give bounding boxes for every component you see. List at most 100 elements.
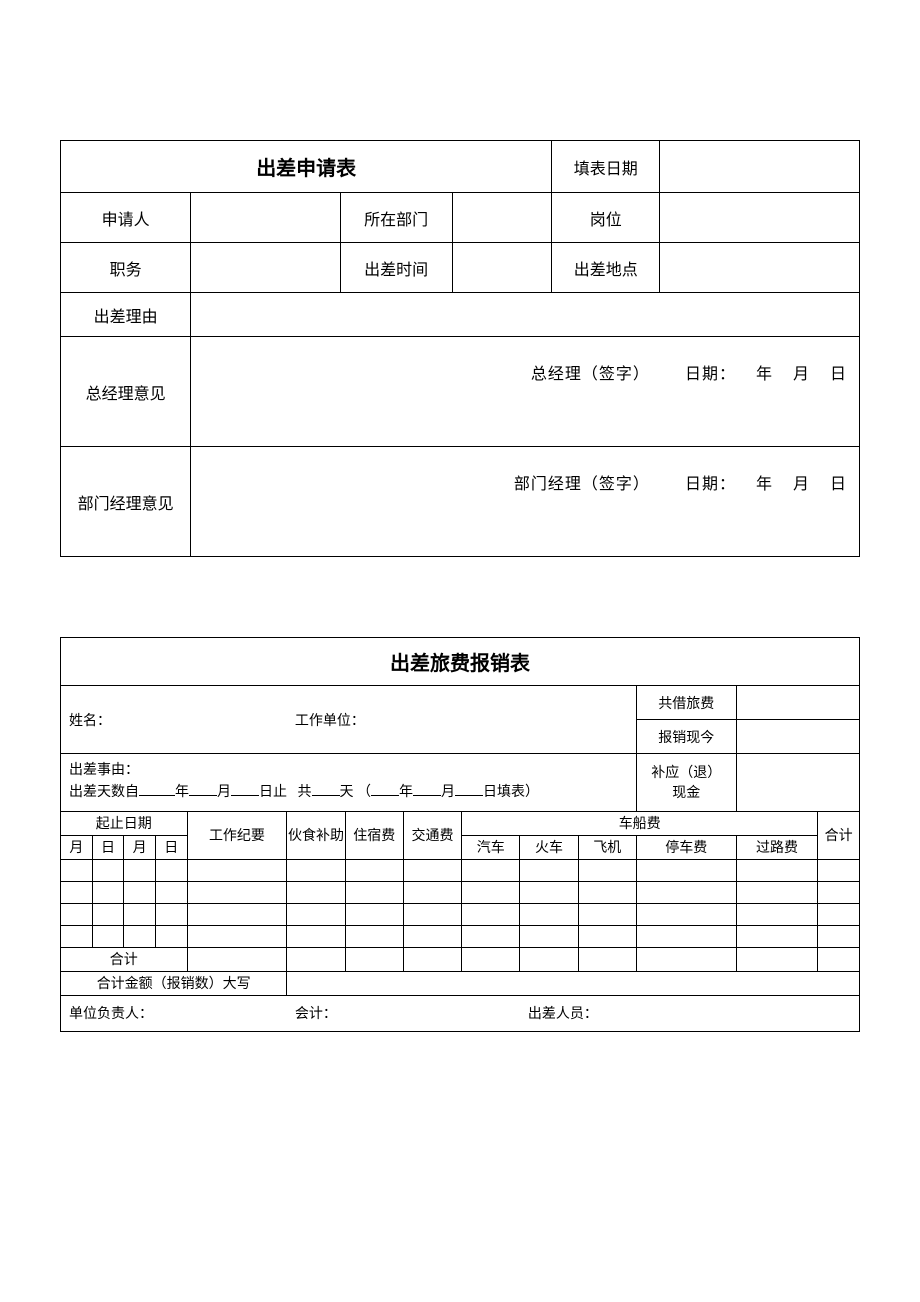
position-value[interactable]: [660, 193, 860, 243]
table-cell[interactable]: [92, 903, 124, 925]
table-cell[interactable]: [818, 903, 860, 925]
table-cell[interactable]: [736, 859, 818, 881]
table-cell[interactable]: [818, 881, 860, 903]
table-cell[interactable]: [92, 925, 124, 947]
hdr-date-range: 起止日期: [61, 811, 188, 835]
t1-title: 出差申请表: [61, 141, 552, 193]
dm-opinion-value[interactable]: 部门经理（签字） 日期： 年 月 日: [191, 447, 860, 557]
table-cell[interactable]: [92, 859, 124, 881]
hdr-work-log: 工作纪要: [187, 811, 287, 859]
sum-label: 合计: [61, 947, 188, 971]
table-cell[interactable]: [345, 903, 403, 925]
table-cell[interactable]: [287, 859, 345, 881]
hdr-parking: 停车费: [636, 835, 736, 859]
table-cell[interactable]: [403, 903, 461, 925]
table-cell[interactable]: [403, 925, 461, 947]
table-cell[interactable]: [462, 925, 520, 947]
hdr-m2: 月: [124, 835, 156, 859]
hdr-transport: 交通费: [403, 811, 461, 859]
table-cell[interactable]: [636, 925, 736, 947]
table-cell[interactable]: [403, 881, 461, 903]
table-cell[interactable]: [124, 881, 156, 903]
position-label: 岗位: [552, 193, 660, 243]
travel-application-table: 出差申请表 填表日期 申请人 所在部门 岗位 职务 出差时间 出差地点 出差理由…: [60, 140, 860, 557]
reason-days-cell[interactable]: 出差事由： 出差天数自年月日止 共天 （年月日填表）: [61, 754, 637, 812]
table-cell[interactable]: [124, 925, 156, 947]
hdr-total: 合计: [818, 811, 860, 859]
table-cell[interactable]: [187, 859, 287, 881]
department-value[interactable]: [452, 193, 552, 243]
table-cell[interactable]: [578, 903, 636, 925]
table-cell[interactable]: [287, 903, 345, 925]
table-cell[interactable]: [155, 925, 187, 947]
table-cell[interactable]: [345, 859, 403, 881]
trip-time-label: 出差时间: [340, 243, 452, 293]
reason-label: 出差理由: [61, 293, 191, 337]
borrowed-value[interactable]: [736, 686, 859, 720]
table-cell[interactable]: [345, 881, 403, 903]
table-cell[interactable]: [92, 881, 124, 903]
reason-value[interactable]: [191, 293, 860, 337]
refund-value[interactable]: [736, 754, 859, 812]
gm-sig-prefix: 总经理（签字）: [531, 366, 650, 383]
table-cell[interactable]: [462, 881, 520, 903]
trip-place-value[interactable]: [660, 243, 860, 293]
date-label: 日期：: [685, 366, 736, 383]
name-cell[interactable]: 姓名：: [61, 686, 287, 754]
unit-head-cell[interactable]: 单位负责人：: [61, 995, 287, 1031]
applicant-value[interactable]: [191, 193, 340, 243]
table-cell[interactable]: [578, 859, 636, 881]
fill-date-value[interactable]: [660, 141, 860, 193]
table-cell[interactable]: [155, 903, 187, 925]
table-cell[interactable]: [61, 903, 93, 925]
table-cell[interactable]: [818, 925, 860, 947]
table-cell[interactable]: [61, 925, 93, 947]
table-cell[interactable]: [520, 925, 578, 947]
table-cell[interactable]: [345, 925, 403, 947]
traveler-cell[interactable]: 出差人员：: [520, 995, 860, 1031]
table-cell[interactable]: [155, 859, 187, 881]
table-cell[interactable]: [403, 859, 461, 881]
table-cell[interactable]: [61, 881, 93, 903]
table-cell[interactable]: [736, 881, 818, 903]
table-cell[interactable]: [61, 859, 93, 881]
table-cell[interactable]: [287, 925, 345, 947]
table-cell[interactable]: [462, 859, 520, 881]
accountant-cell[interactable]: 会计：: [287, 995, 520, 1031]
expense-reimbursement-table: 出差旅费报销表 姓名： 工作单位： 共借旅费 报销现今 出差事由： 出差天数自年…: [60, 637, 860, 1032]
table-cell[interactable]: [462, 903, 520, 925]
table-cell[interactable]: [578, 925, 636, 947]
fill-date-label: 填表日期: [552, 141, 660, 193]
table-cell[interactable]: [736, 925, 818, 947]
hdr-car: 汽车: [462, 835, 520, 859]
table-row: [61, 903, 860, 925]
table-cell[interactable]: [124, 859, 156, 881]
table-cell[interactable]: [636, 903, 736, 925]
table-cell[interactable]: [520, 859, 578, 881]
t2-title: 出差旅费报销表: [61, 638, 860, 686]
table-cell[interactable]: [124, 903, 156, 925]
reimburse-value[interactable]: [736, 720, 859, 754]
table-cell[interactable]: [155, 881, 187, 903]
trip-time-value[interactable]: [452, 243, 552, 293]
table-cell[interactable]: [736, 903, 818, 925]
table-cell[interactable]: [636, 859, 736, 881]
table-cell[interactable]: [520, 881, 578, 903]
table-cell[interactable]: [520, 903, 578, 925]
table-cell[interactable]: [187, 903, 287, 925]
gm-opinion-value[interactable]: 总经理（签字） 日期： 年 月 日: [191, 337, 860, 447]
hdr-vehicle: 车船费: [462, 811, 818, 835]
table-cell[interactable]: [818, 859, 860, 881]
table-cell[interactable]: [636, 881, 736, 903]
table-row: [61, 881, 860, 903]
workunit-cell[interactable]: 工作单位：: [287, 686, 636, 754]
table-cell[interactable]: [287, 881, 345, 903]
sum-cn-value[interactable]: [287, 971, 860, 995]
duty-value[interactable]: [191, 243, 340, 293]
hdr-plane: 飞机: [578, 835, 636, 859]
table-cell[interactable]: [578, 881, 636, 903]
hdr-toll: 过路费: [736, 835, 818, 859]
reimburse-label: 报销现今: [636, 720, 736, 754]
table-cell[interactable]: [187, 881, 287, 903]
table-cell[interactable]: [187, 925, 287, 947]
